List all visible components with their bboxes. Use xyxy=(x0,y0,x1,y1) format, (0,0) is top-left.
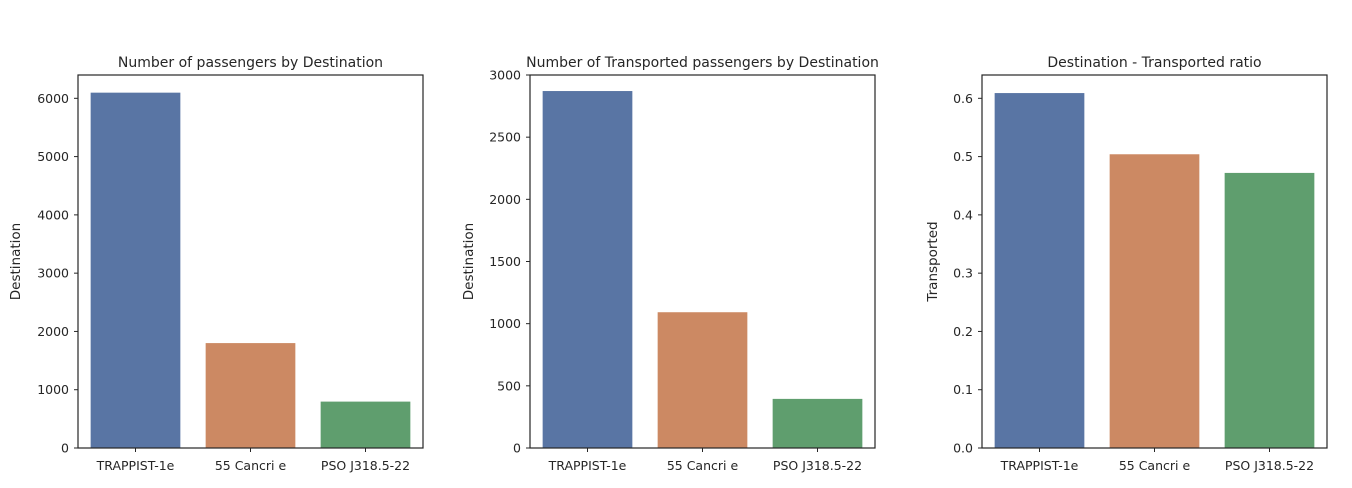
bar-pso-j318-5-22 xyxy=(772,398,863,448)
y-tick-label: 1000 xyxy=(489,316,521,331)
chart-3: 0.0 0.1 0.2 0.3 0.4 0.5 0.6 TRAPPIST-1e 55 Cancr… xyxy=(925,55,1328,473)
y-tick-label: 1000 xyxy=(37,382,69,397)
y-tick-label: 0.0 xyxy=(953,441,973,456)
y-axis-label: Destination xyxy=(8,223,24,300)
y-tick-label: 2000 xyxy=(489,192,521,207)
y-tick-label: 0.5 xyxy=(953,149,973,164)
bar-trappist-1e xyxy=(994,93,1085,448)
y-tick-label: 0 xyxy=(61,441,69,456)
y-tick-label: 500 xyxy=(497,378,521,393)
x-tick-label: 55 Cancri e xyxy=(215,458,287,473)
y-tick-label: 6000 xyxy=(37,91,69,106)
y-axis-label: Transported xyxy=(925,221,941,302)
chart-1: 0 1000 2000 3000 4000 5000 6000 TRAPPIST-1e 55 C… xyxy=(8,55,424,473)
x-tick-label: 55 Cancri e xyxy=(667,458,739,473)
y-tick-label: 2500 xyxy=(489,130,521,145)
y-tick-label: 0.6 xyxy=(953,91,973,106)
bar-55-cancri-e xyxy=(1109,154,1200,448)
x-tick-label: PSO J318.5-22 xyxy=(773,458,862,473)
chart-title: Number of Transported passengers by Dest… xyxy=(526,55,879,71)
y-tick-label: 0 xyxy=(513,441,521,456)
x-tick-label: PSO J318.5-22 xyxy=(321,458,410,473)
y-tick-label: 0.3 xyxy=(953,266,973,281)
bar-trappist-1e xyxy=(542,91,633,448)
y-tick-label: 4000 xyxy=(37,207,69,222)
x-tick-label: 55 Cancri e xyxy=(1119,458,1191,473)
y-tick-label: 3000 xyxy=(489,68,521,83)
y-tick-label: 0.2 xyxy=(953,324,973,339)
chart-2: 0 500 1000 1500 2000 2500 3000 TRAPPIST-1e 55 Ca… xyxy=(461,55,879,473)
chart-title: Destination - Transported ratio xyxy=(1047,55,1261,71)
y-tick-label: 0.4 xyxy=(953,207,973,222)
x-tick-label: TRAPPIST-1e xyxy=(96,458,175,473)
y-tick-label: 1500 xyxy=(489,254,521,269)
y-tick-label: 2000 xyxy=(37,324,69,339)
y-tick-label: 5000 xyxy=(37,149,69,164)
x-tick-label: TRAPPIST-1e xyxy=(548,458,627,473)
bar-trappist-1e xyxy=(90,92,181,449)
bar-pso-j318-5-22 xyxy=(320,401,411,448)
y-axis-label: Destination xyxy=(461,223,477,300)
bar-55-cancri-e xyxy=(657,312,748,448)
x-tick-label: PSO J318.5-22 xyxy=(1225,458,1314,473)
bar-55-cancri-e xyxy=(205,343,296,448)
y-tick-label: 3000 xyxy=(37,266,69,281)
y-tick-label: 0.1 xyxy=(953,382,973,397)
x-tick-label: TRAPPIST-1e xyxy=(1000,458,1079,473)
bar-pso-j318-5-22 xyxy=(1224,172,1315,448)
chart-title: Number of passengers by Destination xyxy=(118,55,383,71)
